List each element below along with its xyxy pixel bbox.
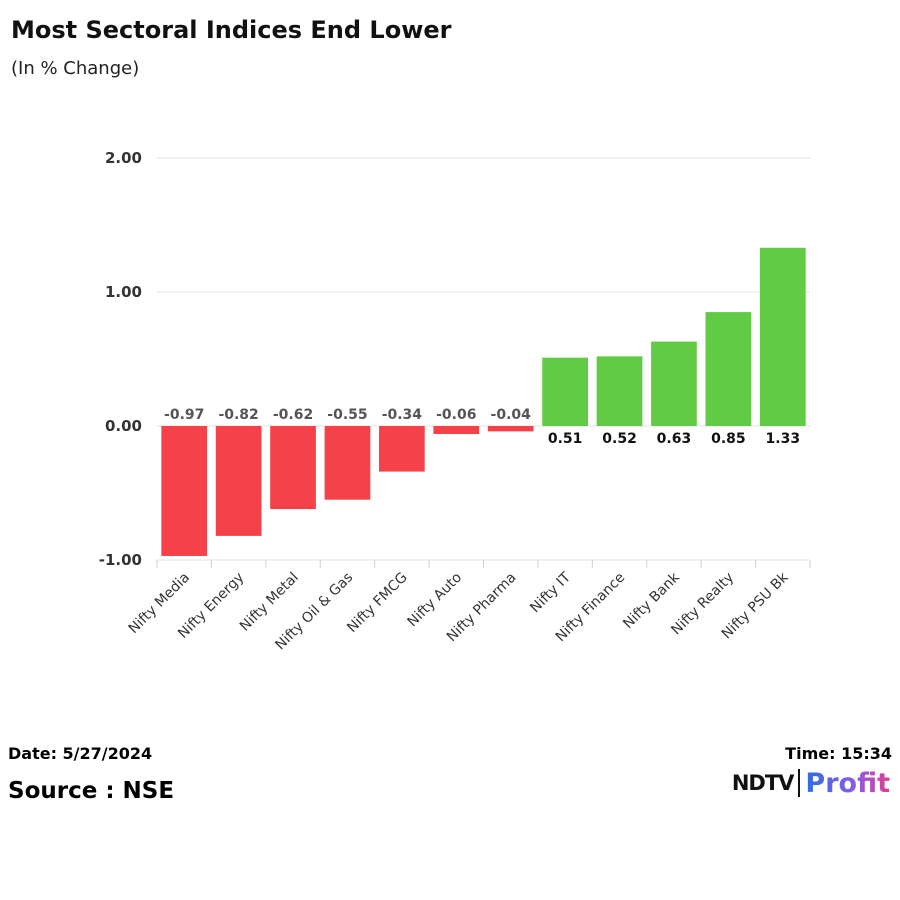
- data-label: -0.62: [273, 407, 313, 423]
- data-label: -0.55: [327, 407, 367, 423]
- x-tick-label: Nifty IT: [527, 569, 574, 616]
- bar: [324, 426, 371, 500]
- data-label: 0.63: [657, 431, 692, 447]
- bar: [270, 426, 316, 510]
- chart-title: Most Sectoral Indices End Lower: [11, 16, 452, 44]
- bar: [433, 426, 480, 435]
- logo-profit-text: Profit: [805, 767, 890, 799]
- y-tick-label: 1.00: [105, 283, 142, 301]
- data-label: 1.33: [766, 431, 801, 447]
- bar: [542, 357, 588, 426]
- data-label: -0.82: [218, 407, 258, 423]
- data-label: 0.85: [711, 431, 746, 447]
- bar: [759, 247, 806, 426]
- data-label: 0.51: [548, 431, 583, 447]
- bar: [379, 426, 425, 472]
- bar: [487, 426, 534, 432]
- bar: [651, 341, 697, 426]
- source-label: Source : NSE: [8, 778, 175, 804]
- logo-ndtv-text: NDTV: [731, 771, 795, 795]
- y-tick-label: -1.00: [99, 551, 142, 569]
- y-tick-label: 2.00: [105, 149, 142, 167]
- data-label: -0.06: [436, 407, 476, 423]
- bar: [596, 356, 643, 426]
- ndtv-profit-logo: NDTV Profit: [732, 766, 890, 800]
- data-label: -0.97: [164, 407, 204, 423]
- bar: [161, 426, 208, 556]
- logo-divider: [798, 769, 801, 797]
- data-label: -0.04: [491, 407, 532, 423]
- chart-subtitle: (In % Change): [11, 58, 140, 79]
- bar: [705, 312, 752, 426]
- data-label: -0.34: [382, 407, 423, 423]
- data-label: 0.52: [602, 431, 637, 447]
- bar: [215, 426, 262, 536]
- date-label: Date: 5/27/2024: [8, 744, 153, 763]
- y-tick-label: 0.00: [105, 417, 142, 435]
- time-label: Time: 15:34: [785, 744, 892, 763]
